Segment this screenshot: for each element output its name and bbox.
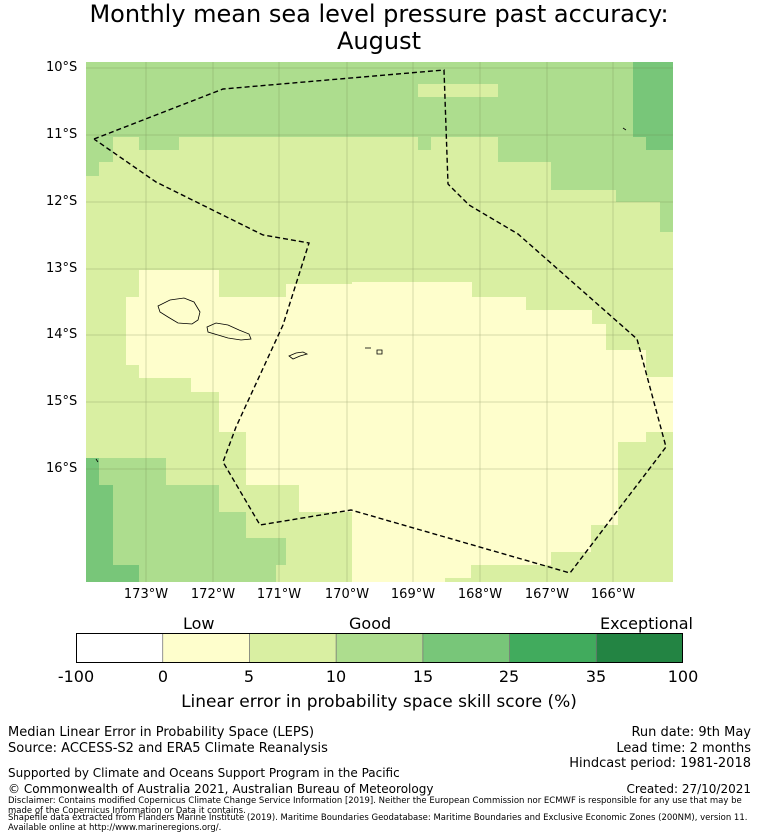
colorbar-tick-15: 15 bbox=[412, 667, 434, 686]
footer-copyright: © Commonwealth of Australia 2021, Austra… bbox=[8, 782, 434, 796]
colorbar-tick-35: 35 bbox=[585, 667, 607, 686]
lat-label-14s: 14°S bbox=[46, 327, 78, 342]
lon-label-169w: 169°W bbox=[390, 587, 436, 602]
region-good-plus-ne bbox=[633, 62, 673, 150]
tokelau-islet bbox=[622, 127, 627, 131]
colorbar-bin-0 bbox=[76, 633, 164, 663]
footer-source: Source: ACCESS-S2 and ERA5 Climate Reana… bbox=[8, 741, 328, 756]
savaii-island bbox=[157, 297, 201, 325]
lead-time: Lead time: 2 months bbox=[616, 741, 751, 756]
region-good-plus-sw-edge bbox=[86, 458, 99, 485]
lon-label-171w: 171°W bbox=[256, 587, 302, 602]
lat-label-13s: 13°S bbox=[46, 261, 78, 276]
run-date: Run date: 9th May bbox=[631, 725, 751, 740]
lon-label-167w: 167°W bbox=[524, 587, 570, 602]
disclaimer-text: Disclaimer: Contains modified Copernicus… bbox=[8, 796, 742, 816]
lon-label-172w: 172°W bbox=[190, 587, 236, 602]
colorbar-bin-4 bbox=[422, 633, 511, 663]
colorbar-bin-5 bbox=[509, 633, 597, 663]
map-graticule bbox=[86, 62, 673, 582]
skill-map-svg bbox=[86, 62, 673, 582]
lat-label-10s: 10°S bbox=[46, 60, 78, 75]
colorbar-tick-5: 5 bbox=[243, 667, 255, 686]
colorbar-category-exceptional: Exceptional bbox=[600, 614, 693, 633]
created-date: Created: 27/10/2021 bbox=[626, 782, 751, 796]
map-title-line2: August bbox=[337, 27, 421, 55]
colorbar-bin-6 bbox=[596, 633, 684, 663]
colorbar-frame bbox=[76, 633, 683, 663]
region-good-high-sw bbox=[86, 458, 286, 582]
region-low-central bbox=[126, 270, 673, 582]
colorbar-axis-label: Linear error in probability space skill … bbox=[181, 692, 577, 712]
tutuila-island bbox=[288, 351, 309, 360]
colorbar-tick-neg100: -100 bbox=[57, 667, 95, 686]
footer-method: Median Linear Error in Probability Space… bbox=[8, 725, 315, 740]
hindcast-period: Hindcast period: 1981-2018 bbox=[569, 756, 751, 771]
lon-label-166w: 166°W bbox=[590, 587, 636, 602]
colorbar-tick-100: 100 bbox=[667, 667, 699, 686]
lat-label-11s: 11°S bbox=[46, 127, 78, 142]
manua-island bbox=[376, 349, 383, 355]
region-good-low-patch bbox=[418, 84, 498, 97]
colorbar-tick-25: 25 bbox=[498, 667, 520, 686]
colorbar-category-low: Low bbox=[183, 614, 215, 633]
colorbar bbox=[76, 633, 684, 663]
wallis-islet bbox=[95, 458, 99, 463]
region-good-plus-sw bbox=[86, 485, 139, 582]
upolu-island bbox=[206, 322, 252, 341]
lat-label-16s: 16°S bbox=[46, 461, 78, 476]
shapefile-credit: Shapefile data extracted from Flanders M… bbox=[8, 813, 748, 833]
colorbar-tick-10: 10 bbox=[325, 667, 347, 686]
colorbar-tick-0: 0 bbox=[157, 667, 169, 686]
eez-boundary-line bbox=[93, 69, 667, 574]
map-title-line1: Monthly mean sea level pressure past acc… bbox=[89, 0, 669, 28]
region-good-high-north bbox=[86, 62, 673, 232]
colorbar-bin-1 bbox=[162, 633, 250, 663]
lat-label-15s: 15°S bbox=[46, 394, 78, 409]
islands bbox=[95, 127, 627, 463]
colorbar-bin-3 bbox=[336, 633, 424, 663]
lon-label-170w: 170°W bbox=[324, 587, 370, 602]
lon-label-173w: 173°W bbox=[123, 587, 169, 602]
colorbar-svg bbox=[76, 633, 684, 663]
lon-label-168w: 168°W bbox=[457, 587, 503, 602]
colorbar-bin-2 bbox=[249, 633, 337, 663]
footer-support: Supported by Climate and Oceans Support … bbox=[8, 766, 400, 780]
colorbar-category-good: Good bbox=[349, 614, 392, 633]
lat-label-12s: 12°S bbox=[46, 194, 78, 209]
skill-map bbox=[86, 62, 673, 582]
